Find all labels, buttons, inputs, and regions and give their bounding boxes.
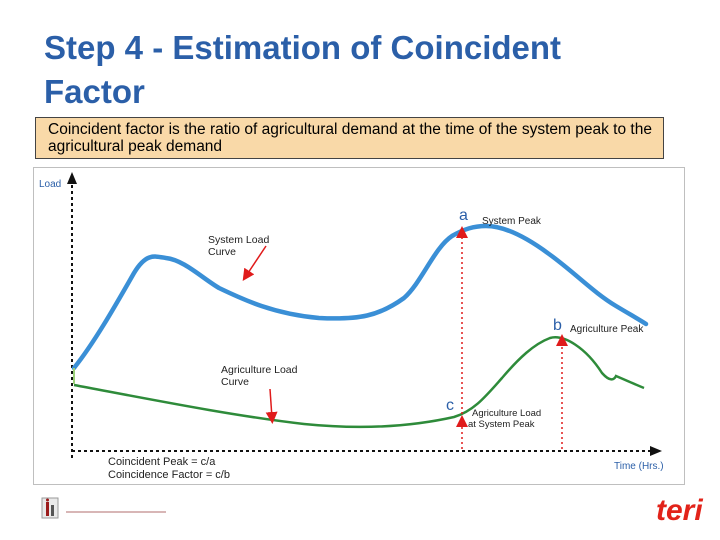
teri-logo-text: teri (656, 494, 703, 526)
diagram-svg: Load Time (Hrs.) a System Peak b Agricul… (39, 172, 664, 481)
agri-curve-label-arrow (265, 388, 278, 424)
marker-c (456, 415, 468, 427)
title-line-1: Step 4 - Estimation of Coincident (44, 29, 562, 66)
point-b-label: Agriculture Peak (570, 324, 644, 335)
point-c-label-line-1: Agriculture Load (472, 408, 541, 419)
x-axis-arrowhead (650, 446, 662, 456)
agri-curve-label-line-2: Curve (221, 376, 249, 388)
teri-logo-icon: teri (656, 494, 703, 526)
marker-b (556, 334, 568, 346)
point-a-label: System Peak (482, 216, 542, 227)
system-curve-label-line-1: System Load (208, 234, 269, 246)
left-footer-logo-icon (41, 497, 166, 519)
formula-coincident-peak: Coincident Peak = c/a (108, 456, 216, 468)
title-line-2: Factor (44, 73, 145, 110)
load-curve-diagram: Load Time (Hrs.) a System Peak b Agricul… (33, 167, 685, 485)
system-load-curve (71, 223, 649, 371)
point-a-letter: a (459, 207, 468, 224)
formula-coincidence-factor: Coincidence Factor = c/b (108, 469, 230, 481)
y-axis-label: Load (39, 179, 61, 190)
point-c-label-line-2: at System Peak (468, 419, 535, 430)
agriculture-load-curve (73, 336, 645, 429)
definition-text: Coincident factor is the ratio of agricu… (48, 121, 652, 155)
system-curve-label-arrow (242, 245, 267, 281)
point-b-letter: b (553, 317, 562, 334)
point-c-letter: c (446, 397, 454, 414)
marker-a (456, 226, 468, 238)
y-axis-arrowhead (67, 172, 77, 184)
slide-title: Step 4 - Estimation of Coincident Factor (44, 26, 684, 114)
system-curve-label-line-2: Curve (208, 246, 236, 258)
agri-curve-label-line-1: Agriculture Load (221, 364, 298, 376)
definition-box: Coincident factor is the ratio of agricu… (35, 117, 664, 159)
x-axis-label: Time (Hrs.) (614, 461, 664, 472)
